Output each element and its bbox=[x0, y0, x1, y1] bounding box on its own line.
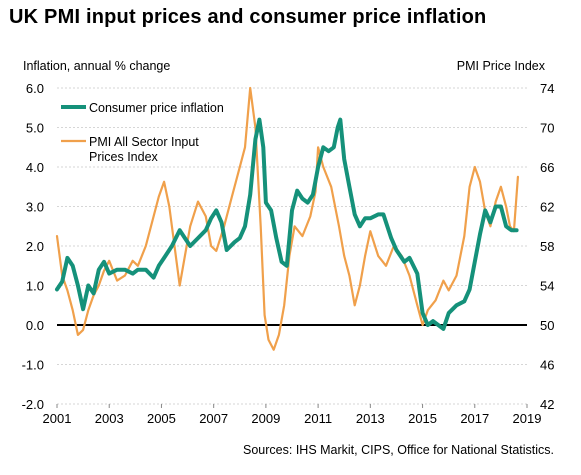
left-axis-title: Inflation, annual % change bbox=[23, 59, 171, 73]
right-tick-label: 74 bbox=[540, 81, 554, 96]
x-tick-label: 2013 bbox=[356, 411, 385, 426]
right-tick-label: 66 bbox=[540, 160, 554, 175]
right-tick-label: 62 bbox=[540, 200, 554, 215]
right-tick-label: 50 bbox=[540, 318, 554, 333]
cpi-series-line bbox=[55, 117, 519, 331]
x-tick-label: 2009 bbox=[251, 411, 280, 426]
x-tick-label: 2003 bbox=[95, 411, 124, 426]
right-tick-label: 70 bbox=[540, 121, 554, 136]
pmi-series-line bbox=[55, 86, 519, 351]
right-tick-label: 58 bbox=[540, 239, 554, 254]
series-lines bbox=[55, 86, 519, 351]
x-tick-label: 2001 bbox=[43, 411, 72, 426]
left-tick-label: 0.0 bbox=[26, 318, 44, 333]
legend-label-pmi: PMI All Sector Input Prices Index bbox=[89, 135, 199, 164]
x-tick-label: 2015 bbox=[408, 411, 437, 426]
source-note: Sources: IHS Markit, CIPS, Office for Na… bbox=[243, 443, 554, 457]
legend-label-cpi: Consumer price inflation bbox=[89, 101, 224, 115]
left-tick-label: -1.0 bbox=[22, 358, 44, 373]
x-tick-label: 2017 bbox=[460, 411, 489, 426]
left-tick-label: 6.0 bbox=[26, 81, 44, 96]
right-tick-label: 42 bbox=[540, 397, 554, 412]
right-tick-label: 46 bbox=[540, 358, 554, 373]
left-tick-label: -2.0 bbox=[22, 397, 44, 412]
right-axis-title: PMI Price Index bbox=[456, 59, 545, 73]
right-tick-label: 54 bbox=[540, 279, 554, 294]
left-tick-label: 5.0 bbox=[26, 121, 44, 136]
left-tick-label: 3.0 bbox=[26, 200, 44, 215]
x-tick-label: 2005 bbox=[147, 411, 176, 426]
legend: Consumer price inflation PMI All Sector I… bbox=[61, 101, 224, 164]
x-tick-label: 2011 bbox=[304, 411, 332, 426]
chart-title: UK PMI input prices and consumer price i… bbox=[9, 6, 487, 28]
x-tick-label: 2007 bbox=[199, 411, 228, 426]
left-tick-label: 2.0 bbox=[26, 239, 44, 254]
left-tick-label: 1.0 bbox=[26, 279, 44, 294]
x-tick-label: 2019 bbox=[513, 411, 542, 426]
gridlines bbox=[57, 87, 527, 405]
left-tick-label: 4.0 bbox=[26, 160, 44, 175]
axis-ticks: 6.0 5.0 4.0 3.0 2.0 1.0 0.0 -1.0 -2.0 74 70 66 62 58 5… bbox=[22, 81, 555, 426]
